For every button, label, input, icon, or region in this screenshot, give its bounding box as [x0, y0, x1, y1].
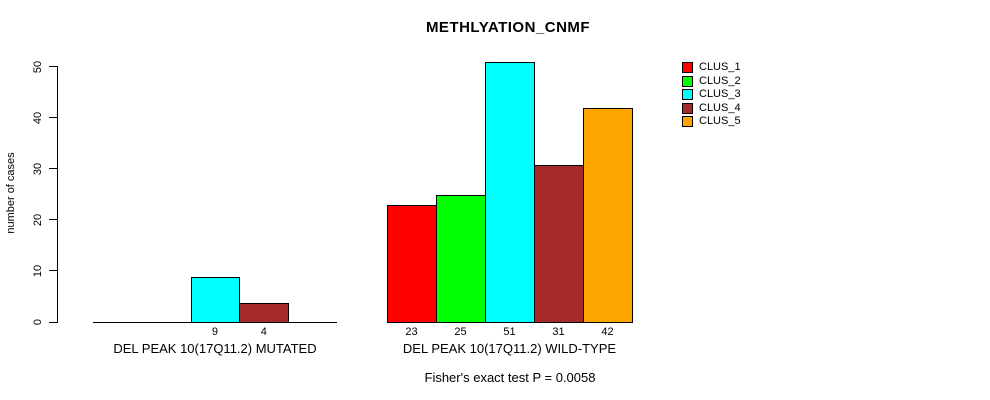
y-axis-tick: [49, 321, 57, 323]
chart-title: METHLYATION_CNMF: [425, 19, 591, 36]
legend-swatch: [682, 62, 693, 73]
y-axis-tick-label: 40: [32, 111, 44, 124]
legend-swatch: [682, 75, 693, 87]
legend-item: CLUS_4: [682, 101, 741, 114]
bar-value-label: 4: [260, 326, 267, 338]
y-axis-line: [57, 66, 58, 323]
legend-label: CLUS_5: [699, 115, 741, 127]
bar-value-label: 51: [503, 326, 516, 338]
bar-clus_3: [191, 277, 240, 323]
bar-group: 23 25 51 31 42 DEL PEAK 10(17Q11.2) WILD-TYPE: [387, 61, 633, 356]
bar-clus_3: [485, 62, 535, 323]
group-axis-label: DEL PEAK 10(17Q11.2) MUTATED: [113, 341, 317, 356]
y-axis-tick: [49, 270, 57, 272]
bar-value-label: 25: [454, 326, 467, 338]
y-axis-tick-label: 20: [32, 213, 44, 226]
bar-value-label: 42: [601, 326, 614, 338]
legend: CLUS_1 CLUS_2 CLUS_3 CLUS_4 CLUS_5: [682, 62, 741, 130]
y-axis-tick: [49, 219, 57, 221]
bar-clus_2: [436, 195, 486, 323]
y-axis-tick-label: 30: [32, 162, 44, 175]
legend-item: CLUS_3: [682, 89, 741, 100]
legend-item: CLUS_5: [682, 116, 741, 127]
bar-clus_1: [387, 205, 437, 323]
legend-label: CLUS_2: [699, 74, 741, 87]
group-axis-label: DEL PEAK 10(17Q11.2) WILD-TYPE: [402, 341, 617, 356]
bar-clus_4: [239, 303, 289, 323]
bar-clus_4: [534, 165, 584, 323]
bar-value-label: 23: [405, 326, 418, 338]
legend-swatch: [682, 116, 693, 127]
bar-value-label: 31: [552, 326, 565, 338]
legend-item: CLUS_2: [682, 74, 741, 87]
bar-clus_5: [583, 108, 633, 323]
legend-swatch: [682, 89, 693, 100]
legend-label: CLUS_3: [699, 88, 741, 100]
y-axis-tick: [49, 168, 57, 170]
legend-swatch: [682, 102, 693, 114]
y-axis-tick: [49, 66, 57, 67]
y-axis-tick-label: 0: [32, 318, 44, 326]
legend-label: CLUS_4: [699, 101, 741, 114]
fisher-test-annotation: Fisher's exact test P = 0.0058: [424, 370, 596, 385]
y-axis-tick-label: 50: [32, 60, 44, 73]
legend-item: CLUS_1: [682, 62, 741, 73]
legend-label: CLUS_1: [699, 61, 741, 73]
bar-group: 9 4 DEL PEAK 10(17Q11.2) MUTATED: [93, 61, 337, 356]
y-axis-tick-label: 10: [32, 264, 44, 278]
y-axis-tick: [49, 117, 57, 119]
bar-value-label: 9: [211, 326, 219, 338]
y-axis-label: number of cases: [5, 152, 17, 234]
